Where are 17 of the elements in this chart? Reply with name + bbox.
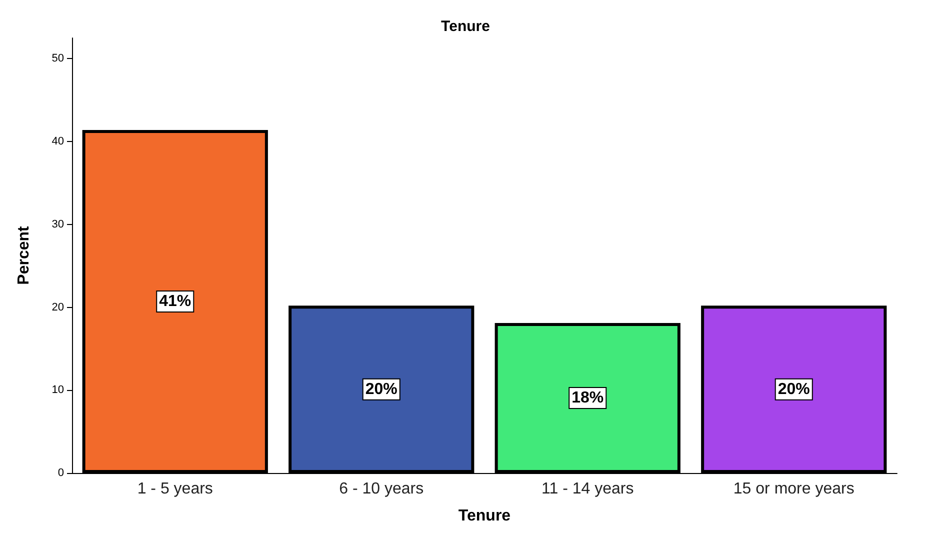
data-label: 41% xyxy=(159,292,192,310)
y-tick-label: 20 xyxy=(52,301,64,314)
y-tick-label: 50 xyxy=(52,52,64,65)
y-tick-label: 0 xyxy=(58,467,64,479)
y-tick-label: 40 xyxy=(52,136,64,148)
y-tick-label: 30 xyxy=(52,218,64,230)
y-axis-title: Percent xyxy=(16,225,32,285)
x-tick-label: 1 - 5 years xyxy=(137,480,213,498)
x-tick-label: 15 or more years xyxy=(733,480,854,498)
data-label: 18% xyxy=(572,390,604,407)
data-label: 20% xyxy=(778,380,810,398)
x-tick-label: 6 - 10 years xyxy=(339,480,424,498)
chart-title: Tenure xyxy=(441,18,490,35)
y-tick-label: 10 xyxy=(52,384,64,396)
x-tick-label: 11 - 14 years xyxy=(542,480,634,498)
data-label: 20% xyxy=(365,380,398,398)
x-axis-title: Tenure xyxy=(458,508,511,524)
